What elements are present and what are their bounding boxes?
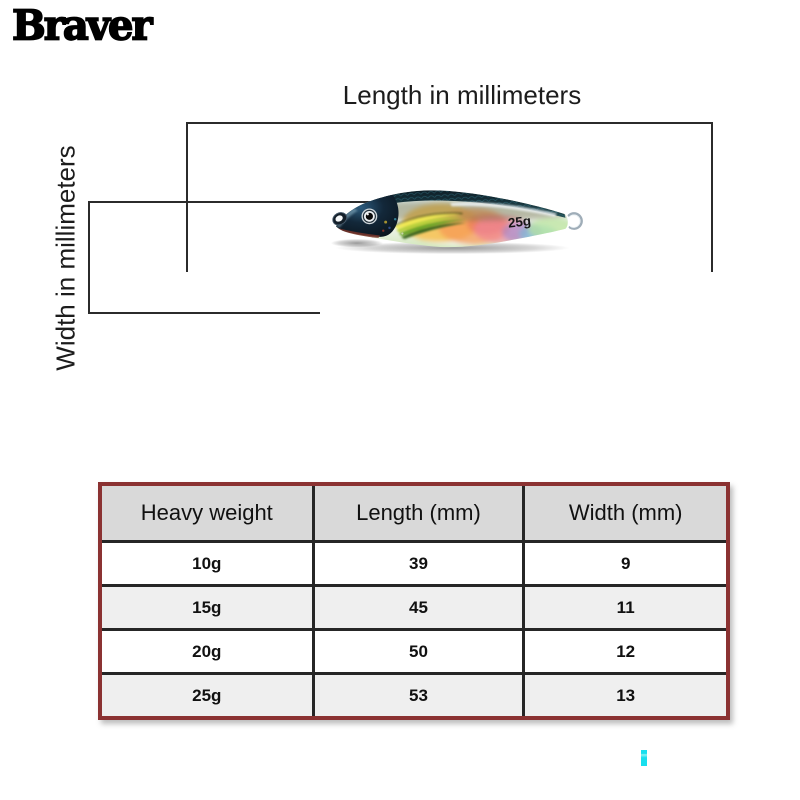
table-row: 10g 39 9	[98, 540, 730, 587]
lure-fin	[393, 212, 467, 239]
cell-width: 12	[522, 628, 730, 675]
brand-logo: Braver	[11, 1, 153, 51]
table-row: 25g 53 13	[98, 672, 730, 720]
tail-ring	[567, 212, 583, 230]
table-row: 15g 45 11	[98, 584, 730, 631]
length-annotation-label: Length in millimeters	[342, 80, 582, 110]
cell-weight: 10g	[98, 540, 315, 587]
cell-length: 50	[311, 628, 526, 675]
col-header-heavy-weight: Heavy weight	[98, 482, 315, 543]
cell-length: 45	[311, 584, 526, 631]
cell-weight: 15g	[98, 584, 315, 631]
lure-speckles	[382, 217, 404, 235]
col-header-length: Length (mm)	[311, 482, 526, 543]
cell-width: 9	[522, 540, 730, 587]
text-cursor-artifact	[641, 750, 647, 766]
col-header-width: Width (mm)	[522, 482, 730, 543]
lure-shadow	[330, 238, 570, 255]
table-header-row: Heavy weight Length (mm) Width (mm)	[98, 482, 730, 543]
width-bracket-line	[88, 201, 415, 314]
cell-width: 13	[522, 672, 730, 720]
nose-ring	[332, 212, 348, 226]
cell-width: 11	[522, 584, 730, 631]
cell-weight: 20g	[98, 628, 315, 675]
lure-mouth	[337, 227, 380, 238]
cell-length: 53	[311, 672, 526, 720]
lure-weight-text: 25g	[507, 213, 532, 230]
cell-weight: 25g	[98, 672, 315, 720]
size-chart-table: Heavy weight Length (mm) Width (mm) 10g …	[98, 482, 730, 720]
cell-length: 39	[311, 540, 526, 587]
lure-eye	[361, 208, 378, 225]
lure-image: 25g	[330, 190, 583, 255]
table-row: 20g 50 12	[98, 628, 730, 675]
width-annotation-label: Width in millimeters	[50, 145, 81, 371]
length-bracket-line	[186, 122, 713, 272]
